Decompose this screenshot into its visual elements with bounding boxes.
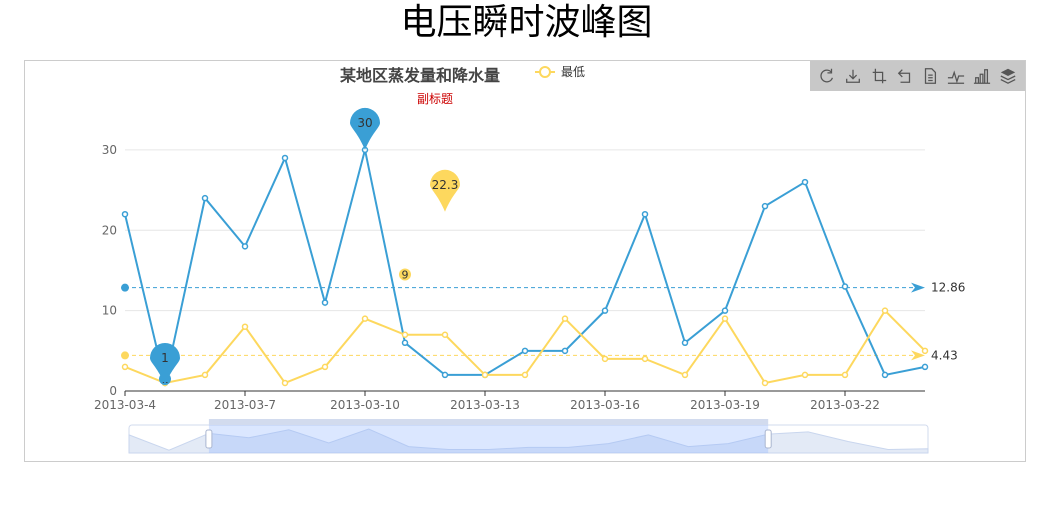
data-point [681, 339, 689, 347]
data-point [601, 355, 609, 363]
datazoom-handle [205, 429, 213, 449]
mark-point-label: 22.3 [432, 178, 459, 192]
data-point [201, 194, 209, 202]
data-point [921, 363, 929, 371]
data-point [321, 299, 329, 306]
chart-series [121, 146, 929, 387]
y-tick-label: 0 [109, 384, 117, 398]
x-tick-label: 2013-03-10 [330, 398, 400, 412]
data-point [521, 347, 529, 355]
data-view-icon[interactable] [920, 66, 940, 86]
mark-lines: 12.86 4.43 [121, 281, 965, 362]
chart-container: 某地区蒸发量和降水量 副标题 最低 0 10 20 30 2013-03-4 2013-0… [24, 60, 1026, 462]
line-chart: 某地区蒸发量和降水量 副标题 最低 0 10 20 30 2013-03-4 2013-0… [94, 65, 965, 454]
datazoom-selection [208, 425, 769, 453]
line-switch-icon[interactable] [946, 66, 966, 86]
refresh-icon[interactable] [817, 66, 837, 86]
data-point [281, 154, 289, 162]
x-tick-label: 2013-03-7 [214, 398, 276, 412]
data-point [761, 202, 769, 210]
data-point [761, 379, 769, 387]
data-point [321, 363, 329, 371]
data-point [721, 307, 729, 314]
mark-point-pin [430, 169, 460, 212]
chart-toolbox [810, 61, 1025, 91]
mark-line-arrow [911, 282, 925, 293]
mark-point-pin [150, 342, 180, 385]
mark-points: 30122.391 [150, 107, 460, 386]
data-point [841, 283, 849, 290]
legend-label: 最低 [561, 65, 585, 79]
data-point [641, 355, 649, 363]
chart-legend[interactable]: 最低 [535, 65, 585, 79]
zoom-reset-icon[interactable] [895, 66, 915, 86]
legend-marker [539, 66, 551, 78]
data-point [561, 347, 569, 355]
data-point [241, 323, 249, 330]
mark-point-label: 1 [161, 351, 169, 365]
mark-point-label: 30 [357, 116, 372, 130]
data-point [401, 339, 409, 347]
data-point [921, 347, 929, 355]
data-point [361, 315, 369, 322]
data-point [401, 331, 409, 338]
data-point [841, 371, 849, 379]
mark-point-pin [399, 268, 411, 281]
data-point [241, 243, 249, 250]
x-tick-label: 2013-03-4 [94, 398, 156, 412]
data-point [801, 371, 809, 379]
chart-axes: 0 10 20 30 2013-03-4 2013-03-7 2013-03-10 2013-… [94, 143, 925, 412]
data-point [441, 371, 449, 379]
stack-icon[interactable] [998, 66, 1018, 86]
chart-subtitle: 副标题 [417, 92, 453, 106]
data-point [721, 315, 729, 322]
download-icon[interactable] [843, 66, 863, 86]
mark-line-label: 12.86 [931, 281, 965, 295]
data-point [521, 371, 529, 379]
mark-line-arrow [911, 350, 925, 361]
x-tick-label: 2013-03-16 [570, 398, 640, 412]
data-zoom-slider[interactable] [128, 419, 929, 454]
data-point [601, 307, 609, 314]
data-point [681, 371, 689, 379]
y-tick-label: 20 [102, 223, 117, 237]
data-point [481, 371, 489, 379]
page-title: 电压瞬时波峰图 [400, 2, 653, 43]
data-point [281, 379, 289, 387]
data-point [801, 178, 809, 186]
datazoom-preview [128, 428, 929, 454]
zoom-icon[interactable] [869, 66, 889, 86]
x-tick-label: 2013-03-19 [690, 398, 760, 412]
data-point [881, 307, 889, 314]
x-tick-label: 2013-03-13 [450, 398, 520, 412]
data-point [881, 371, 889, 379]
y-tick-label: 10 [102, 304, 117, 318]
data-point [641, 210, 649, 218]
chart-grid [125, 149, 925, 312]
data-point [561, 315, 569, 322]
data-point [121, 363, 129, 371]
data-point [201, 371, 209, 379]
mark-point-label: 9 [402, 269, 409, 282]
mark-point-pin [350, 107, 380, 150]
datazoom-move-handle [208, 419, 769, 425]
x-tick-label: 2013-03-22 [810, 398, 880, 412]
data-point [121, 210, 129, 218]
chart-title: 某地区蒸发量和降水量 [339, 66, 500, 85]
data-point [441, 331, 449, 338]
datazoom-handle [764, 429, 772, 449]
bar-switch-icon[interactable] [972, 66, 992, 86]
y-tick-label: 30 [102, 143, 117, 157]
mark-line-label: 4.43 [931, 348, 958, 362]
